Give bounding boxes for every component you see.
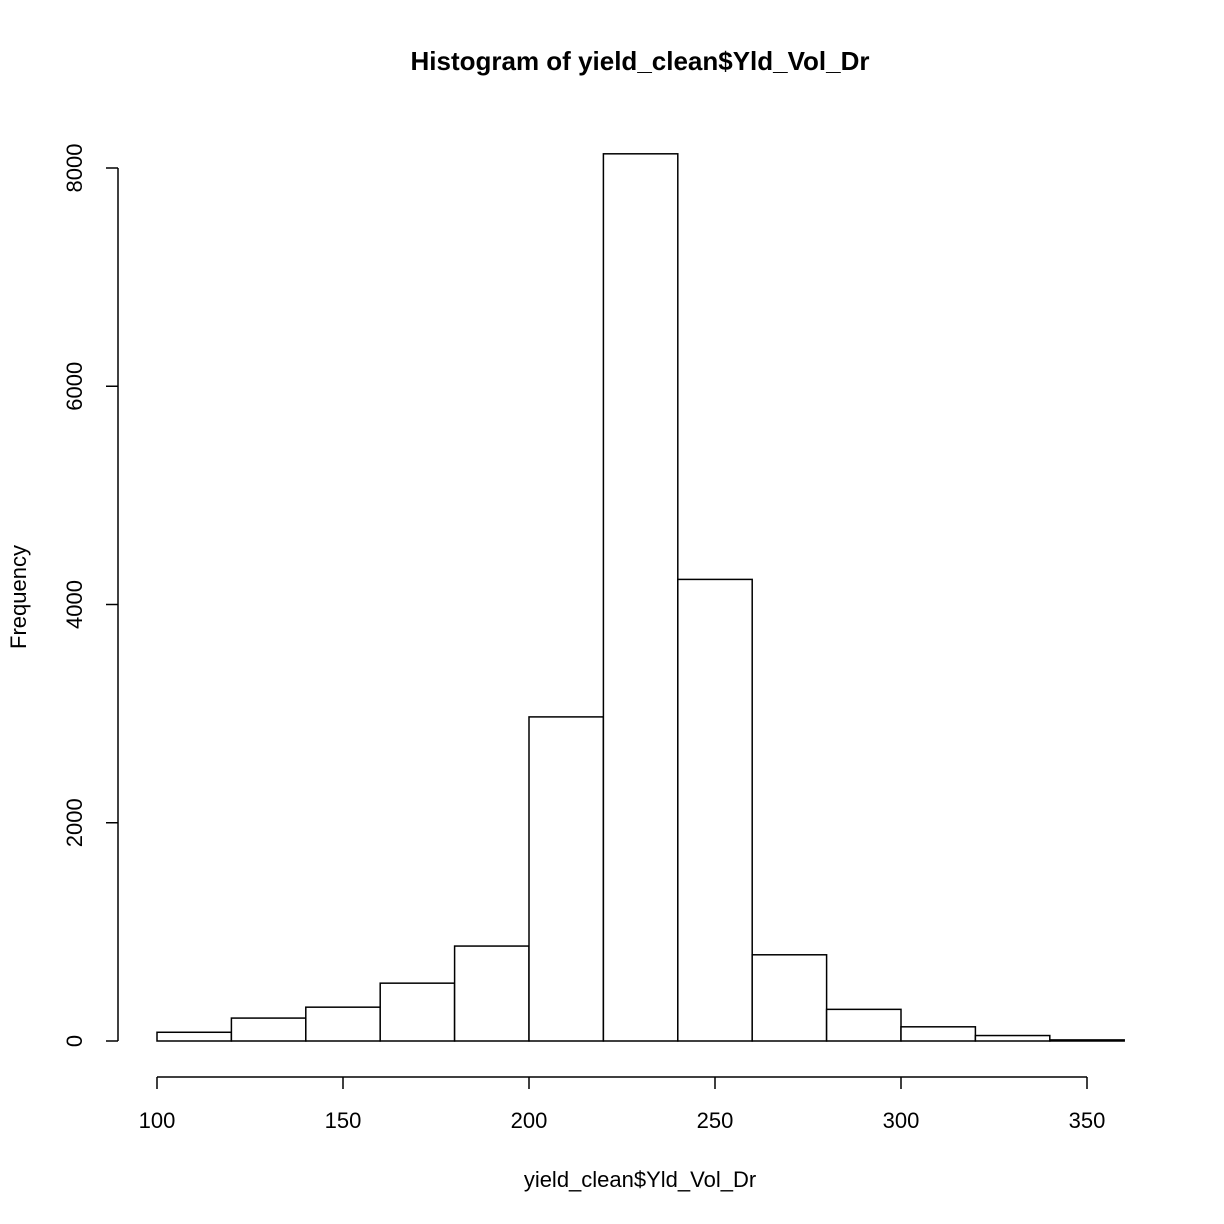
x-tick-label: 200 [511,1108,548,1133]
histogram-bar-340-360 [1049,1039,1125,1042]
histogram-bar-280-300 [825,1008,902,1042]
y-tick-label: 2000 [62,798,87,847]
y-tick-label: 8000 [62,144,87,193]
x-axis-label: yield_clean$Yld_Vol_Dr [524,1167,756,1192]
chart-title: Histogram of yield_clean$Yld_Vol_Dr [411,46,870,76]
x-tick-label: 350 [1069,1108,1106,1133]
x-tick-label: 100 [139,1108,176,1133]
y-axis-label: Frequency [6,545,31,649]
y-axis: 0 2000 4000 6000 8000 [62,144,119,1047]
histogram-bar-300-320 [900,1026,977,1042]
histogram-bar-220-240 [602,153,679,1042]
y-tick-label: 4000 [62,580,87,629]
x-tick-label: 300 [883,1108,920,1133]
y-tick-label: 6000 [62,362,87,411]
histogram-bar-140-160 [305,1006,381,1042]
bars-group [156,153,1125,1042]
x-tick-label: 150 [325,1108,362,1133]
histogram-bar-100-120 [156,1031,233,1042]
histogram-bar-180-200 [453,945,530,1042]
y-tick-label: 0 [62,1035,87,1047]
histogram-bar-320-340 [974,1034,1051,1042]
histogram-bar-240-260 [677,578,753,1042]
histogram-bar-200-220 [528,716,605,1042]
histogram-bar-120-140 [230,1017,307,1042]
x-axis: 100 150 200 250 300 350 [139,1076,1106,1133]
histogram-bar-160-180 [379,982,456,1042]
histogram-bar-260-280 [751,954,828,1042]
x-tick-label: 250 [697,1108,734,1133]
